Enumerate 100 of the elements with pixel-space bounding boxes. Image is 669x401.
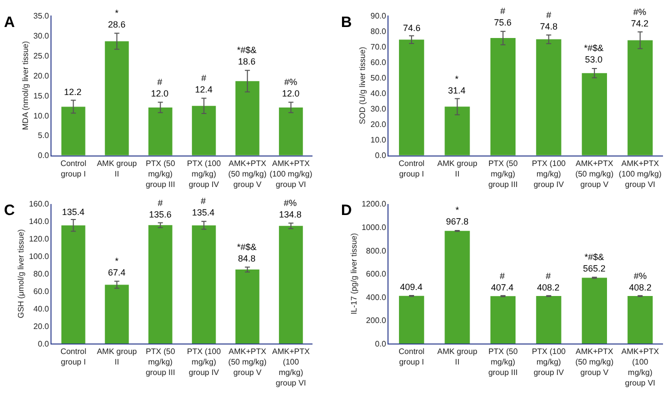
data-label: 12.2 [64,87,82,97]
bar [104,284,129,344]
bar [582,73,607,156]
y-tick-label: 60.0 [33,286,50,296]
x-tick-label: AMK+PTX (50 mg/kg) group V [575,347,614,377]
y-tick-label: 90.0 [370,12,387,20]
data-label: *#$& 84.8 [237,242,257,264]
y-tick-label: 160.0 [28,200,50,209]
bar [192,106,216,156]
bar [235,270,260,344]
bar [235,81,260,156]
bar [444,106,470,156]
x-tick-label: Control group I [60,347,86,367]
data-label: # 135.6 [149,198,172,220]
bar [444,230,470,344]
bar [192,225,216,344]
data-label: *#$& 565.2 [583,252,606,274]
y-tick-label: 50.0 [370,74,387,83]
y-tick-label: 1200.0 [362,200,387,209]
chart-title: B [341,14,352,31]
y-tick-label: 0.0 [374,339,387,348]
x-tick-label: AMK+PTX (50 mg/kg) group V [575,158,614,189]
data-label: # 135.4 [192,196,215,218]
y-tick-label: 400.0 [366,292,387,302]
bar [398,40,424,156]
x-tick-label: AMK+PTX (100 mg/kg) group VI [621,347,660,388]
x-tick-label: AMK+PTX (50 mg/kg) group V [228,347,267,377]
data-label: * 28.6 [108,8,126,30]
y-tick-label: 10.0 [370,136,387,145]
y-tick-label: 80.0 [370,27,387,36]
y-axis-title: IL-17 (pg/g liver tissue) [349,232,358,314]
chart-title: A [4,14,15,31]
x-tick-label: AMK+PTX (100 mg/kg) group VI [272,347,310,388]
data-label: # 12.4 [195,73,213,95]
data-label: * 67.4 [108,256,126,278]
data-label: # 12.0 [151,77,169,99]
y-tick-label: 15.0 [33,91,50,100]
x-tick-label: AMK+PTX (100 mg/kg) group VI [270,158,313,189]
y-tick-label: 30.0 [33,31,50,40]
x-tick-label: PTX (100 mg/kg) group IV [532,347,566,377]
chart-title: D [341,202,352,219]
x-tick-label: PTX (100 mg/kg) group IV [186,158,222,189]
y-tick-label: 10.0 [33,111,50,120]
data-label: # 407.4 [491,271,514,293]
y-tick-label: 0.0 [374,151,387,160]
bar [61,225,86,344]
bar [536,296,562,344]
y-tick-label: 1000.0 [362,222,387,232]
bar [278,107,303,156]
y-tick-label: 800.0 [366,246,387,256]
data-label: *#$& 18.6 [237,45,257,67]
bar [628,296,653,344]
x-tick-label: PTX (50 mg/kg) group III [488,158,518,189]
data-label: *#$& 53.0 [584,43,604,65]
data-label: #% 134.8 [279,198,302,220]
x-tick-label: AMK group II [437,347,478,367]
y-tick-label: 140.0 [28,217,50,226]
data-label: #% 12.0 [282,77,300,99]
x-tick-label: Control group I [398,158,425,178]
y-axis-title: GSH (μmol/g liver tissue) [16,228,26,318]
x-tick-label: Control group I [60,158,86,178]
bar [490,296,516,344]
y-tick-label: 0.0 [38,151,50,160]
bar [61,106,86,156]
bar [398,296,424,344]
x-tick-label: Control group I [398,347,425,367]
x-tick-label: PTX (50 mg/kg) group III [146,158,176,189]
y-tick-label: 100.0 [28,252,50,262]
y-tick-label: 80.0 [33,270,50,279]
y-tick-label: 200.0 [366,316,387,326]
data-label: # 75.6 [494,6,512,28]
y-tick-label: 25.0 [33,51,50,60]
data-label: #% 74.2 [631,7,649,29]
bar [148,107,172,156]
data-label: # 408.2 [537,271,560,293]
bar [490,38,516,156]
chart-title: C [4,202,15,219]
y-axis-title: MDA (nmol/g liver tissue) [21,40,30,130]
bar [148,225,172,344]
bar [278,226,303,344]
data-label: #% 408.2 [629,271,652,293]
bar [536,39,562,156]
data-label: 409.4 [400,282,423,292]
x-tick-label: AMK+PTX (50 mg/kg) group V [228,158,267,189]
y-tick-label: 30.0 [370,104,387,114]
x-tick-label: PTX (100 mg/kg) group IV [186,347,222,377]
data-label: * 31.4 [448,74,466,96]
y-tick-label: 60.0 [370,58,387,68]
data-label: 135.4 [62,207,85,217]
y-tick-label: 40.0 [33,304,50,314]
y-tick-label: 40.0 [370,89,387,98]
y-tick-label: 20.0 [370,120,387,130]
y-tick-label: 0.0 [38,339,50,348]
x-tick-label: PTX (50 mg/kg) group III [146,347,176,377]
y-tick-label: 5.0 [38,131,50,140]
bar [628,40,653,156]
x-tick-label: AMK group II [437,158,478,178]
bar [104,41,129,156]
x-tick-label: PTX (100 mg/kg) group IV [532,158,566,189]
data-label: * 967.8 [446,205,469,227]
